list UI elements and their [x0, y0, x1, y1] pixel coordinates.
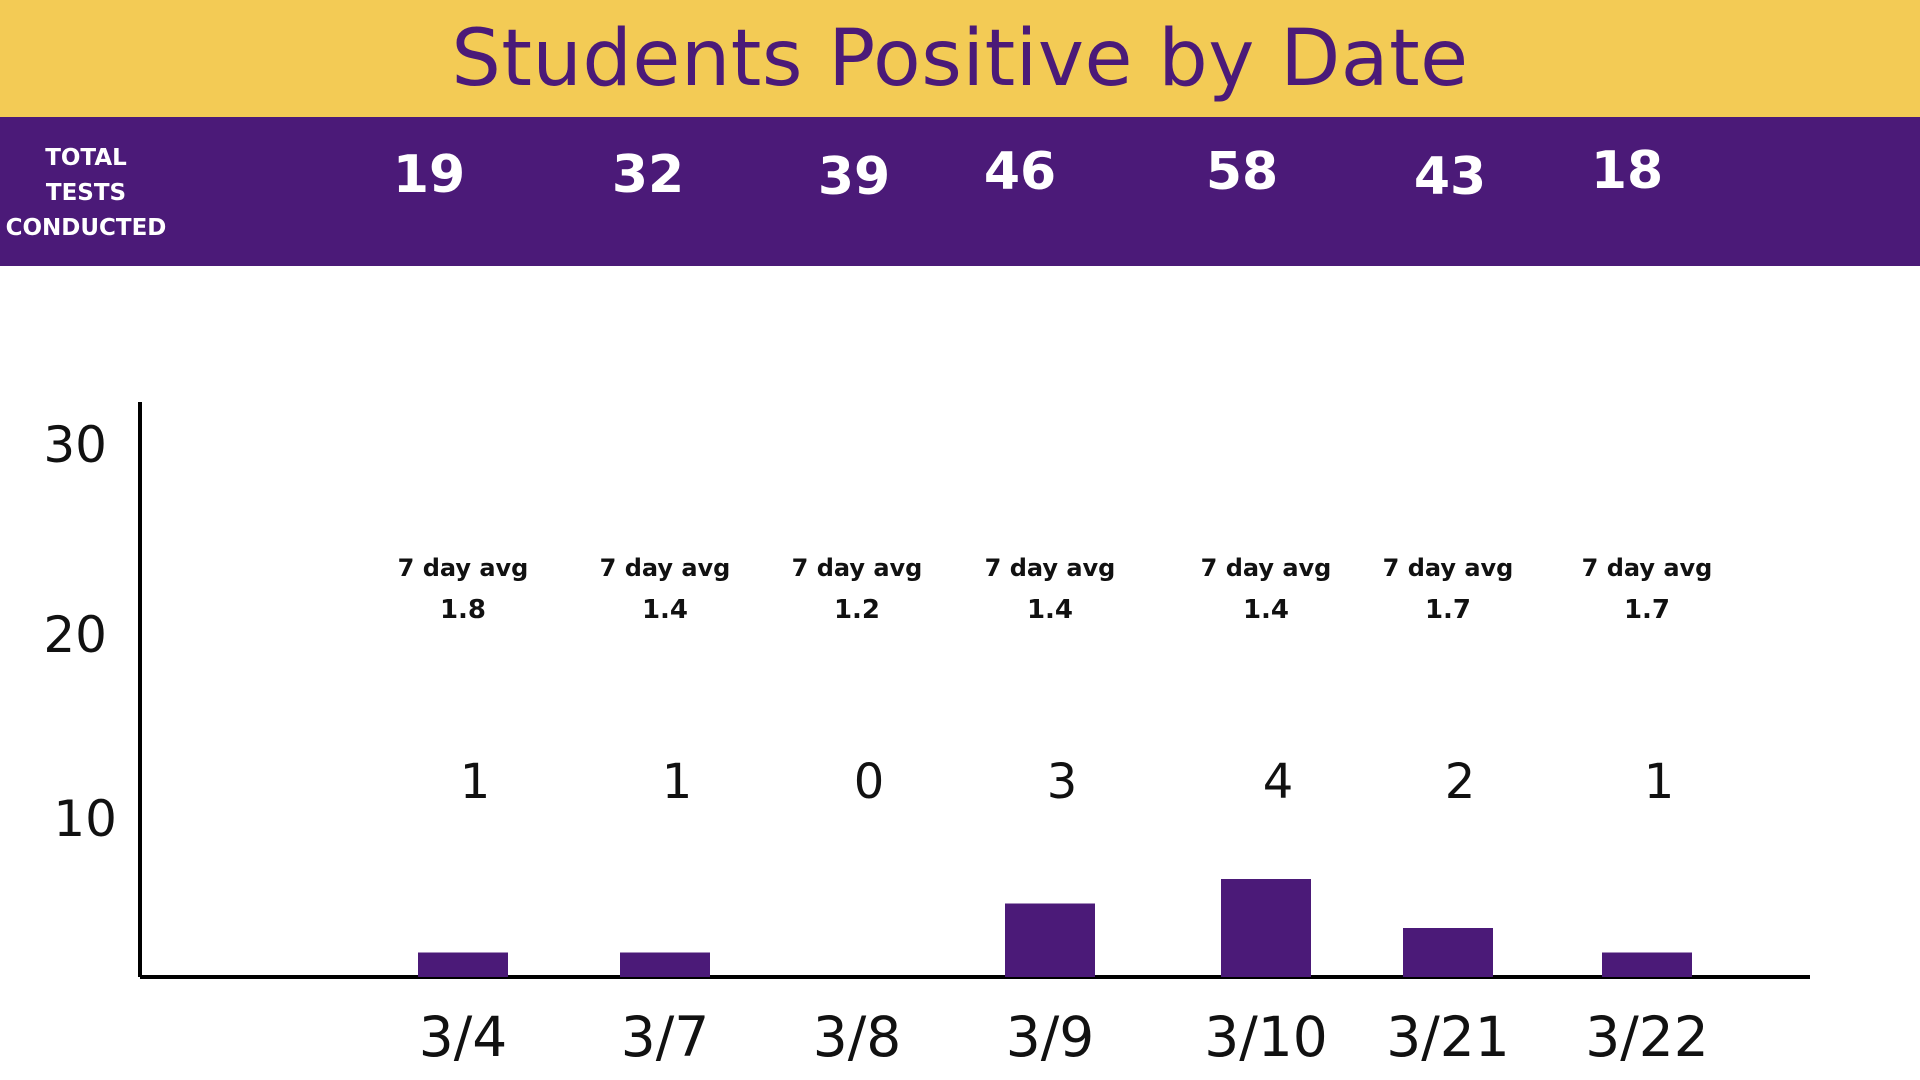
value-label-5: 4	[1263, 754, 1294, 810]
tests-conducted-label: TOTAL TESTS CONDUCTED	[0, 141, 172, 246]
bar-2	[620, 952, 710, 977]
bar-4	[1005, 903, 1095, 977]
avg-value-4: 1.4	[1027, 595, 1073, 625]
x-tick-label-3: 3/8	[813, 1005, 902, 1069]
y-tick-label-1: 10	[53, 790, 117, 848]
avg-value-2: 1.4	[642, 595, 688, 625]
avg-value-1: 1.8	[440, 595, 486, 625]
avg-value-7: 1.7	[1624, 595, 1670, 625]
y-tick-label-2: 20	[43, 606, 107, 664]
x-tick-label-1: 3/4	[419, 1005, 508, 1069]
tests-count-2: 32	[611, 145, 685, 205]
y-tick-label-3: 30	[43, 416, 107, 474]
value-label-3: 0	[854, 754, 885, 810]
avg-title-7: 7 day avg	[1582, 554, 1713, 582]
tests-conducted-band: TOTAL TESTS CONDUCTED 19 32 39 46 58 43 …	[0, 117, 1920, 266]
avg-title-4: 7 day avg	[985, 554, 1116, 582]
bar-1	[418, 952, 508, 977]
tests-count-7: 18	[1590, 141, 1664, 201]
value-label-1: 1	[460, 754, 491, 810]
avg-title-1: 7 day avg	[398, 554, 529, 582]
tests-count-4: 46	[983, 142, 1057, 202]
value-label-6: 2	[1445, 754, 1476, 810]
tests-label-line-2: TESTS	[45, 180, 127, 206]
avg-title-6: 7 day avg	[1383, 554, 1514, 582]
title-band: Students Positive by Date	[0, 0, 1920, 117]
bar-7	[1602, 952, 1692, 977]
bar-5	[1221, 879, 1311, 977]
x-tick-label-2: 3/7	[621, 1005, 710, 1069]
tests-count-1: 19	[392, 145, 466, 205]
value-label-7: 1	[1644, 754, 1675, 810]
avg-value-3: 1.2	[834, 595, 880, 625]
avg-title-3: 7 day avg	[792, 554, 923, 582]
bar-6	[1403, 928, 1493, 977]
value-label-4: 3	[1047, 754, 1078, 810]
x-tick-label-7: 3/22	[1585, 1005, 1709, 1069]
tests-label-line-1: TOTAL	[45, 145, 127, 171]
page-title: Students Positive by Date	[451, 13, 1469, 104]
x-tick-label-4: 3/9	[1006, 1005, 1095, 1069]
x-tick-label-5: 3/10	[1204, 1005, 1328, 1069]
value-label-2: 1	[662, 754, 693, 810]
tests-label-line-3: CONDUCTED	[5, 215, 167, 241]
avg-title-5: 7 day avg	[1201, 554, 1332, 582]
avg-value-6: 1.7	[1425, 595, 1471, 625]
avg-title-2: 7 day avg	[600, 554, 731, 582]
tests-count-5: 58	[1205, 142, 1279, 202]
x-tick-label-6: 3/21	[1386, 1005, 1510, 1069]
tests-count-3: 39	[817, 147, 891, 207]
avg-value-5: 1.4	[1243, 595, 1289, 625]
tests-count-6: 43	[1413, 147, 1487, 207]
